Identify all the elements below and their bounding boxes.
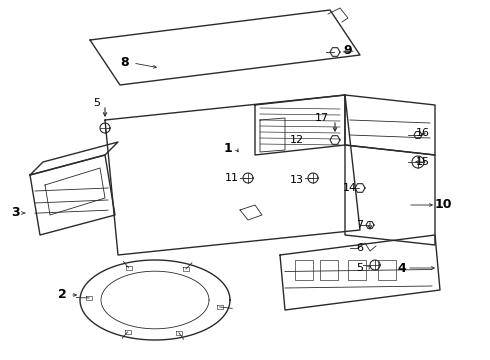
Text: 5: 5 [357,263,364,273]
Text: 12: 12 [290,135,304,145]
Text: 3: 3 [11,207,19,220]
Text: 5: 5 [94,98,100,108]
Text: 7: 7 [356,220,364,230]
Text: 16: 16 [416,128,430,138]
Text: 14: 14 [343,183,357,193]
Text: 10: 10 [434,198,452,211]
Text: 15: 15 [416,157,430,167]
Text: 2: 2 [58,288,66,302]
Text: 4: 4 [397,261,406,274]
Text: 6: 6 [357,243,364,253]
Text: 11: 11 [225,173,239,183]
Text: 17: 17 [315,113,329,123]
Text: 1: 1 [223,141,232,154]
Bar [378,260,396,280]
Bar [348,260,366,280]
Text: 13: 13 [290,175,304,185]
Bar [320,260,338,280]
Text: 9: 9 [343,44,352,57]
Bar [295,260,313,280]
Text: 8: 8 [121,57,129,69]
